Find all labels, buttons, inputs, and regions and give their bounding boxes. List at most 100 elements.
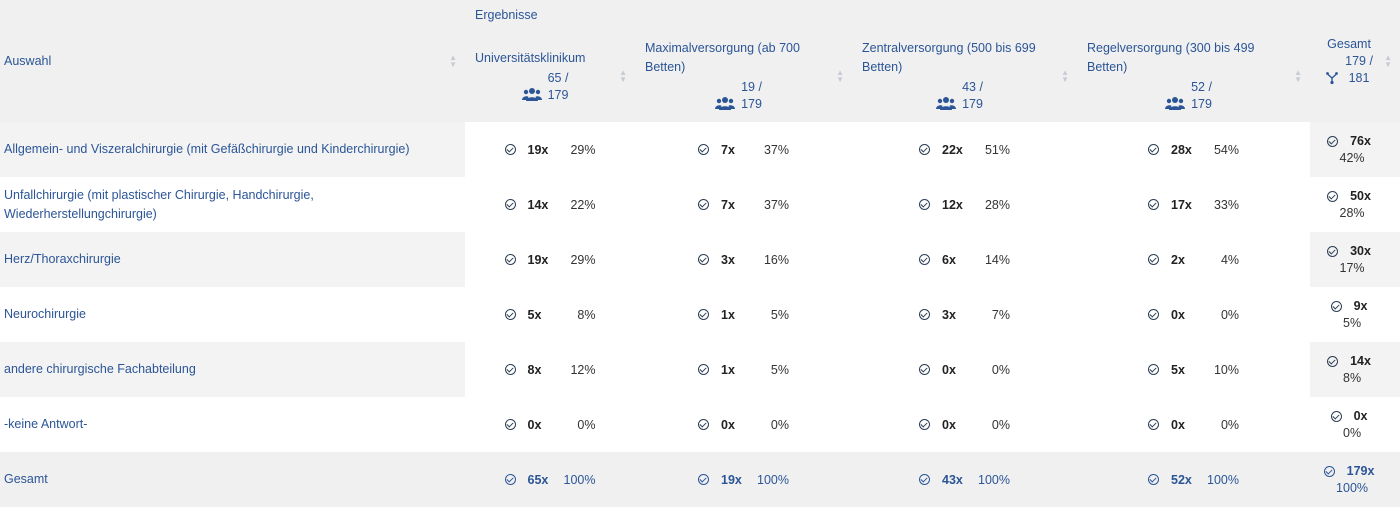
percent-value: 12% [570,362,596,377]
row-label[interactable]: -keine Antwort- [0,397,465,452]
check-circle-icon [1327,355,1339,367]
row-label[interactable]: andere chirurgische Fachabteilung [0,342,465,397]
column-header-3[interactable]: Regelversorgung (300 bis 499 Betten) 52 … [1077,30,1311,122]
result-cell: 0x 0% [465,397,635,452]
gesamt-column-header[interactable]: Gesamt 179 / 181 ▲ ▼ [1310,0,1400,122]
gesamt-percent-value: 8% [1343,370,1362,385]
sort-icon[interactable]: ▲ ▼ [1061,68,1069,84]
check-circle-icon [698,144,709,155]
column-count: 52 / [1191,80,1212,94]
gesamt-count-value: 30x [1350,243,1371,258]
sort-icon[interactable]: ▲ ▼ [1294,68,1303,84]
gesamt-cell: 76x 42% [1310,122,1400,177]
count-value: 0x [942,362,956,377]
count-value: 0x [1171,307,1185,322]
percent-value: 100% [563,472,596,487]
result-cell: 3x 16% [635,232,852,287]
result-cell: 7x 37% [635,122,852,177]
column-count: 43 / [962,80,983,94]
check-circle-icon [698,474,709,485]
count-value: 28x [1171,142,1192,157]
users-icon [1165,97,1186,110]
percent-value: 37% [763,142,789,157]
percent-value: 5% [770,307,789,322]
gesamt-count-value: 0x [1353,408,1368,423]
percent-value: 29% [570,142,596,157]
sort-icon[interactable]: ▲ ▼ [619,68,627,84]
check-circle-icon [1148,144,1160,155]
column-header-2[interactable]: Zentralversorgung (500 bis 699 Betten) 4… [852,30,1077,122]
result-cell: 1x 5% [635,287,852,342]
check-circle-icon [504,254,516,265]
users-icon [521,87,542,101]
count-value: 2x [1171,252,1185,267]
check-circle-icon [1148,254,1160,265]
check-circle-icon [698,254,709,265]
count-value: 19x [527,142,549,157]
check-circle-icon [698,199,709,210]
percent-value: 33% [1213,197,1240,212]
gesamt-percent-value: 17% [1339,260,1365,275]
check-circle-icon [1148,309,1160,320]
gesamt-cell: 0x 0% [1310,397,1400,452]
gesamt-count-value: 50x [1350,188,1371,203]
gesamt-percent-value: 0% [1343,425,1362,440]
gesamt-percent-value: 28% [1339,205,1365,220]
row-label[interactable]: Allgemein- und Viszeralchirurgie (mit Ge… [0,122,465,177]
sort-icon[interactable]: ▲ ▼ [449,53,457,69]
table-row: Herz/Thoraxchirurgie 19x 29% 3x 16% 6x 1… [0,232,1400,287]
result-cell: 6x 14% [852,232,1077,287]
result-cell: 19x 29% [465,122,635,177]
percent-value: 0% [991,417,1010,432]
row-label[interactable]: Unfallchirurgie (mit plastischer Chirurg… [0,177,465,232]
percent-value: 0% [577,417,596,432]
check-circle-icon [919,199,930,210]
column-count: 65 / [547,70,569,85]
column-total: 179 [741,97,762,111]
percent-value: 4% [1220,252,1240,267]
table-row: Neurochirurgie 5x 8% 1x 5% 3x 7% 0x 0% 9… [0,287,1400,342]
result-cell: 12x 28% [852,177,1077,232]
column-header-0[interactable]: Universitätsklinikum 65 / 179 ▲ ▼ [465,30,635,122]
check-circle-icon [1148,199,1160,210]
check-circle-icon [1327,190,1339,202]
column-header-1[interactable]: Maximalversorgung (ab 700 Betten) 19 / 1… [635,30,852,122]
table-row: -keine Antwort- 0x 0% 0x 0% 0x 0% 0x 0% … [0,397,1400,452]
result-cell: 8x 12% [465,342,635,397]
count-value: 17x [1171,197,1192,212]
percent-value: 8% [577,307,596,322]
table-row: andere chirurgische Fachabteilung 8x 12%… [0,342,1400,397]
count-value: 43x [942,472,963,487]
row-label[interactable]: Neurochirurgie [0,287,465,342]
check-circle-icon [919,144,930,155]
table-row: Allgemein- und Viszeralchirurgie (mit Ge… [0,122,1400,177]
sort-icon[interactable]: ▲ ▼ [1384,53,1393,69]
total-row: Gesamt 65x 100% 19x 100% 43x 100% 52x 10… [0,452,1400,507]
result-cell: 43x 100% [852,452,1077,507]
count-value: 1x [721,307,735,322]
users-icon [936,97,957,110]
check-circle-icon [919,309,930,320]
sort-icon[interactable]: ▲ ▼ [836,68,844,84]
check-circle-icon [1327,245,1339,257]
row-label[interactable]: Gesamt [0,452,465,507]
row-label[interactable]: Herz/Thoraxchirurgie [0,232,465,287]
count-value: 5x [527,307,542,322]
count-value: 0x [527,417,542,432]
auswahl-label: Auswahl [4,54,52,68]
check-circle-icon [919,474,930,485]
check-circle-icon [919,254,930,265]
gesamt-count-value: 179x [1346,463,1375,478]
column-total: 179 [962,97,983,111]
gesamt-cell: 14x 8% [1310,342,1400,397]
auswahl-header[interactable]: Auswahl ▲ ▼ [0,0,465,122]
count-value: 7x [721,142,735,157]
check-circle-icon [1148,364,1160,375]
count-value: 19x [527,252,549,267]
check-circle-icon [1330,410,1342,422]
ergebnisse-group-header: Ergebnisse [465,0,1311,30]
gesamt-count: 179 / [1345,53,1373,68]
percent-value: 54% [1213,142,1240,157]
check-circle-icon [1327,135,1339,147]
count-value: 19x [721,472,742,487]
